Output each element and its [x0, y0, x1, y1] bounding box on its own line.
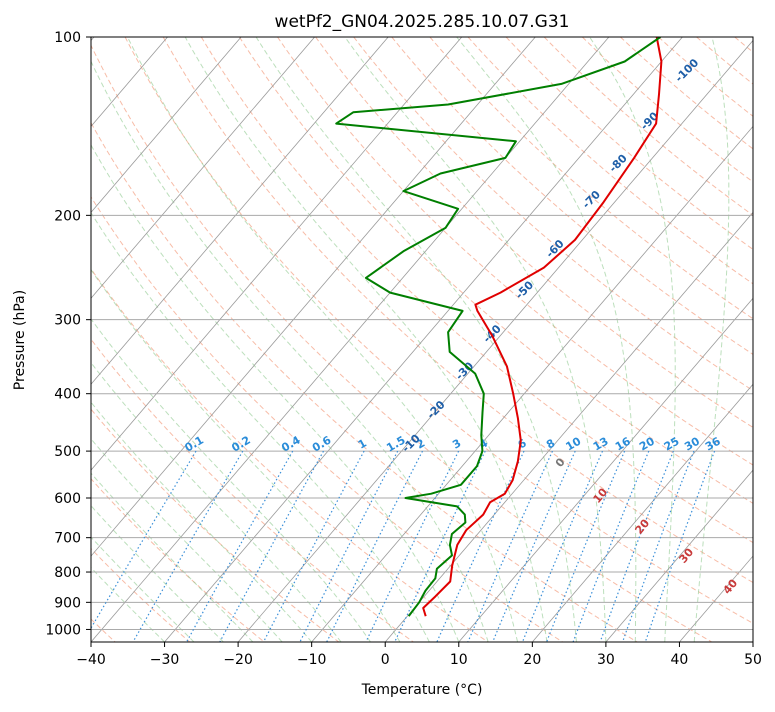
- x-tick-label: 30: [597, 652, 615, 668]
- y-tick-label: 600: [54, 491, 81, 507]
- x-tick-label: 0: [381, 652, 390, 668]
- chart-title: wetPf2_GN04.2025.285.10.07.G31: [275, 12, 570, 32]
- x-tick-label: −30: [150, 652, 180, 668]
- y-tick-label: 900: [54, 595, 81, 611]
- x-tick-label: 10: [450, 652, 468, 668]
- x-tick-label: 40: [671, 652, 689, 668]
- y-tick-label: 100: [54, 30, 81, 46]
- y-tick-label: 400: [54, 387, 81, 403]
- x-tick-label: 50: [744, 652, 762, 668]
- x-tick-label: −20: [223, 652, 253, 668]
- x-tick-label: 20: [523, 652, 541, 668]
- y-tick-label: 300: [54, 313, 81, 329]
- x-tick-label: −40: [76, 652, 106, 668]
- y-tick-label: 700: [54, 531, 81, 547]
- y-axis-label: Pressure (hPa): [12, 290, 28, 390]
- x-tick-label: −10: [297, 652, 327, 668]
- y-tick-label: 800: [54, 565, 81, 581]
- y-tick-label: 1000: [45, 622, 81, 638]
- x-axis-label: Temperature (°C): [361, 682, 483, 698]
- y-tick-label: 200: [54, 208, 81, 224]
- y-tick-label: 500: [54, 444, 81, 460]
